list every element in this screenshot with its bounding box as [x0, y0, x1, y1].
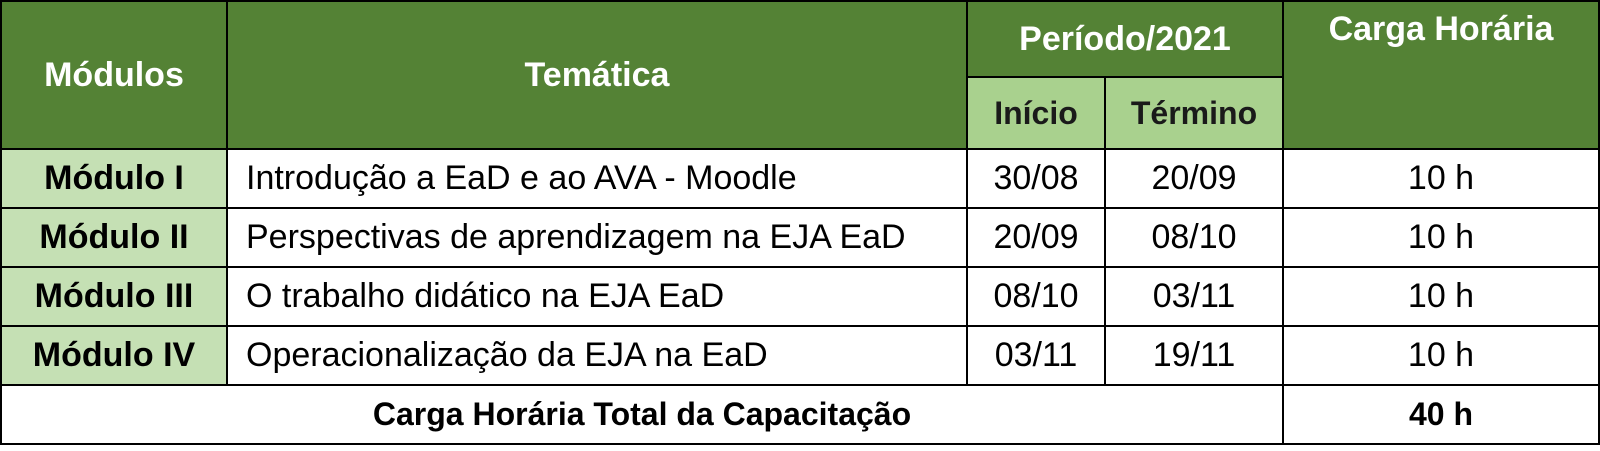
- module-end-date: 19/11: [1104, 325, 1284, 386]
- total-row: Carga Horária Total da Capacitação 40 h: [0, 384, 1600, 445]
- total-workload-value: 40 h: [1282, 384, 1600, 445]
- module-name: Módulo III: [0, 266, 228, 327]
- header-workload: Carga Horária: [1282, 0, 1600, 150]
- header-row-sub: Início Término: [1, 76, 1599, 150]
- module-hours: 10 h: [1282, 148, 1600, 209]
- header-start: Início: [966, 76, 1106, 150]
- module-hours: 10 h: [1282, 325, 1600, 386]
- module-theme: Operacionalização da EJA na EaD: [226, 325, 968, 386]
- header-end: Término: [1104, 76, 1284, 150]
- header-row-top: Módulos Temática Período/2021 Carga Horá…: [0, 0, 1600, 150]
- module-name: Módulo IV: [0, 325, 228, 386]
- module-start-date: 20/09: [966, 207, 1106, 268]
- table-row: Módulo III O trabalho didático na EJA Ea…: [0, 266, 1600, 327]
- module-hours: 10 h: [1282, 266, 1600, 327]
- module-name: Módulo II: [0, 207, 228, 268]
- module-name: Módulo I: [0, 148, 228, 209]
- module-end-date: 03/11: [1104, 266, 1284, 327]
- module-end-date: 20/09: [1104, 148, 1284, 209]
- header-period: Período/2021: [966, 0, 1284, 78]
- module-start-date: 08/10: [966, 266, 1106, 327]
- table-row: Módulo IV Operacionalização da EJA na Ea…: [0, 325, 1600, 386]
- module-theme: Introdução a EaD e ao AVA - Moodle: [226, 148, 968, 209]
- total-workload-label: Carga Horária Total da Capacitação: [0, 384, 1284, 445]
- header-modules: Módulos: [0, 0, 228, 150]
- module-theme: O trabalho didático na EJA EaD: [226, 266, 968, 327]
- module-theme: Perspectivas de aprendizagem na EJA EaD: [226, 207, 968, 268]
- header-theme: Temática: [226, 0, 968, 150]
- module-hours: 10 h: [1282, 207, 1600, 268]
- table-row: Módulo I Introdução a EaD e ao AVA - Moo…: [0, 148, 1600, 209]
- module-end-date: 08/10: [1104, 207, 1284, 268]
- module-start-date: 30/08: [966, 148, 1106, 209]
- table-row: Módulo II Perspectivas de aprendizagem n…: [0, 207, 1600, 268]
- module-start-date: 03/11: [966, 325, 1106, 386]
